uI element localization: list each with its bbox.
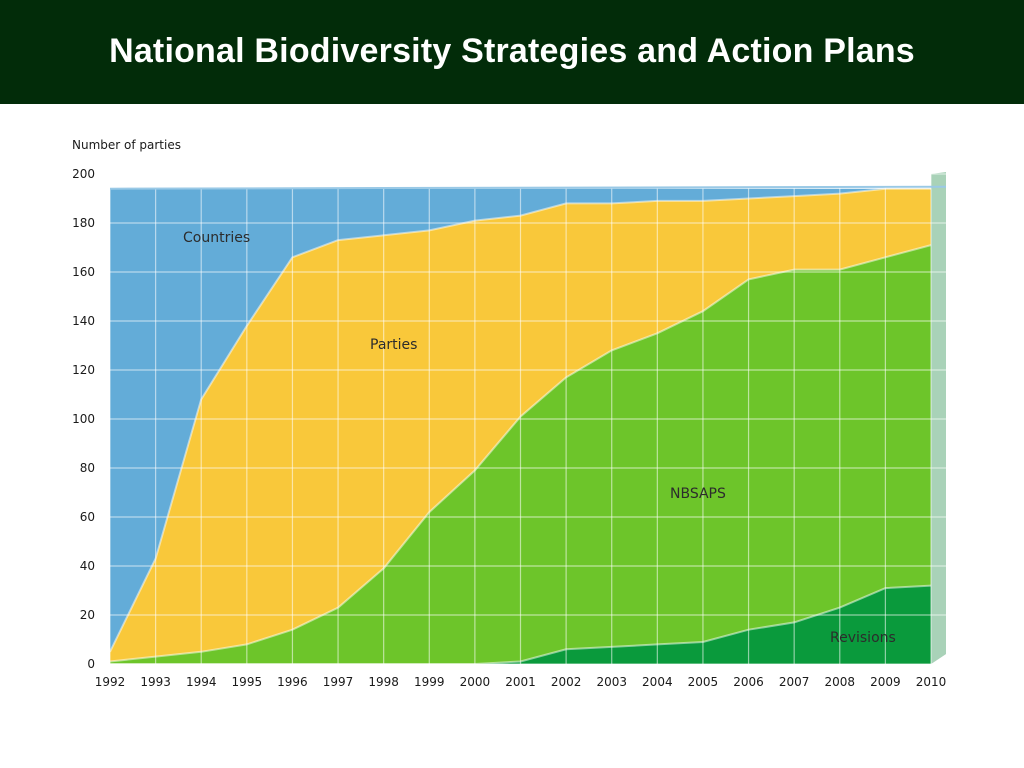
x-tick-label: 2004	[642, 675, 673, 689]
chart-side	[931, 172, 946, 664]
title-bar: National Biodiversity Strategies and Act…	[0, 0, 1024, 104]
x-tick-label: 1996	[277, 675, 308, 689]
x-tick-label: 1999	[414, 675, 445, 689]
y-tick-label: 40	[80, 559, 95, 573]
area-label-nbsaps: NBSAPS	[670, 486, 726, 502]
x-tick-label: 2006	[733, 675, 764, 689]
x-tick-label: 2008	[825, 675, 856, 689]
x-tick-label: 1994	[186, 675, 217, 689]
y-tick-label: 120	[72, 363, 95, 377]
x-tick-label: 2003	[596, 675, 627, 689]
x-tick-label: 2010	[916, 675, 947, 689]
x-tick-label: 1998	[368, 675, 399, 689]
y-tick-label: 180	[72, 216, 95, 230]
y-tick-labels: 0 20 40 60 80 100 120 140 160 180 200	[72, 167, 95, 671]
line-nbsaps	[109, 244, 932, 663]
x-tick-label: 1997	[323, 675, 354, 689]
area-label-countries: Countries	[183, 230, 250, 246]
x-tick-label: 1993	[140, 675, 171, 689]
area-revisions	[110, 585, 931, 664]
y-tick-label: 100	[72, 412, 95, 426]
line-revisions	[110, 584, 932, 665]
y-tick-label: 80	[80, 461, 95, 475]
y-tick-label: 200	[72, 167, 95, 181]
y-axis-title: Number of parties	[72, 138, 181, 152]
x-tick-label: 2007	[779, 675, 810, 689]
x-tick-label: 2001	[505, 675, 536, 689]
series-lines	[109, 187, 932, 665]
area-chart: 0 20 40 60 80 100 120 140 160 180 200 1992 1993 1994…	[72, 138, 947, 689]
x-tick-label: 1995	[232, 675, 263, 689]
y-tick-label: 20	[80, 608, 95, 622]
y-tick-label: 0	[87, 657, 95, 671]
x-tick-label: 1992	[95, 675, 126, 689]
x-tick-labels: 1992 1993 1994 1995 1996 1997 1998 1999 2000 2001…	[95, 675, 947, 689]
slide-title: National Biodiversity Strategies and Act…	[109, 31, 915, 70]
chart-grid	[109, 164, 947, 665]
countries-top-edge	[109, 185, 947, 190]
x-tick-label: 2005	[688, 675, 719, 689]
line-parties	[109, 187, 931, 653]
area-label-revisions: Revisions	[830, 630, 896, 646]
area-label-parties: Parties	[370, 337, 417, 353]
x-tick-label: 2009	[870, 675, 901, 689]
y-tick-label: 140	[72, 314, 95, 328]
x-tick-label: 2002	[551, 675, 582, 689]
area-labels: Countries Parties NBSAPS Revisions	[183, 230, 896, 646]
y-tick-label: 60	[80, 510, 95, 524]
y-tick-label: 160	[72, 265, 95, 279]
x-tick-label: 2000	[460, 675, 491, 689]
